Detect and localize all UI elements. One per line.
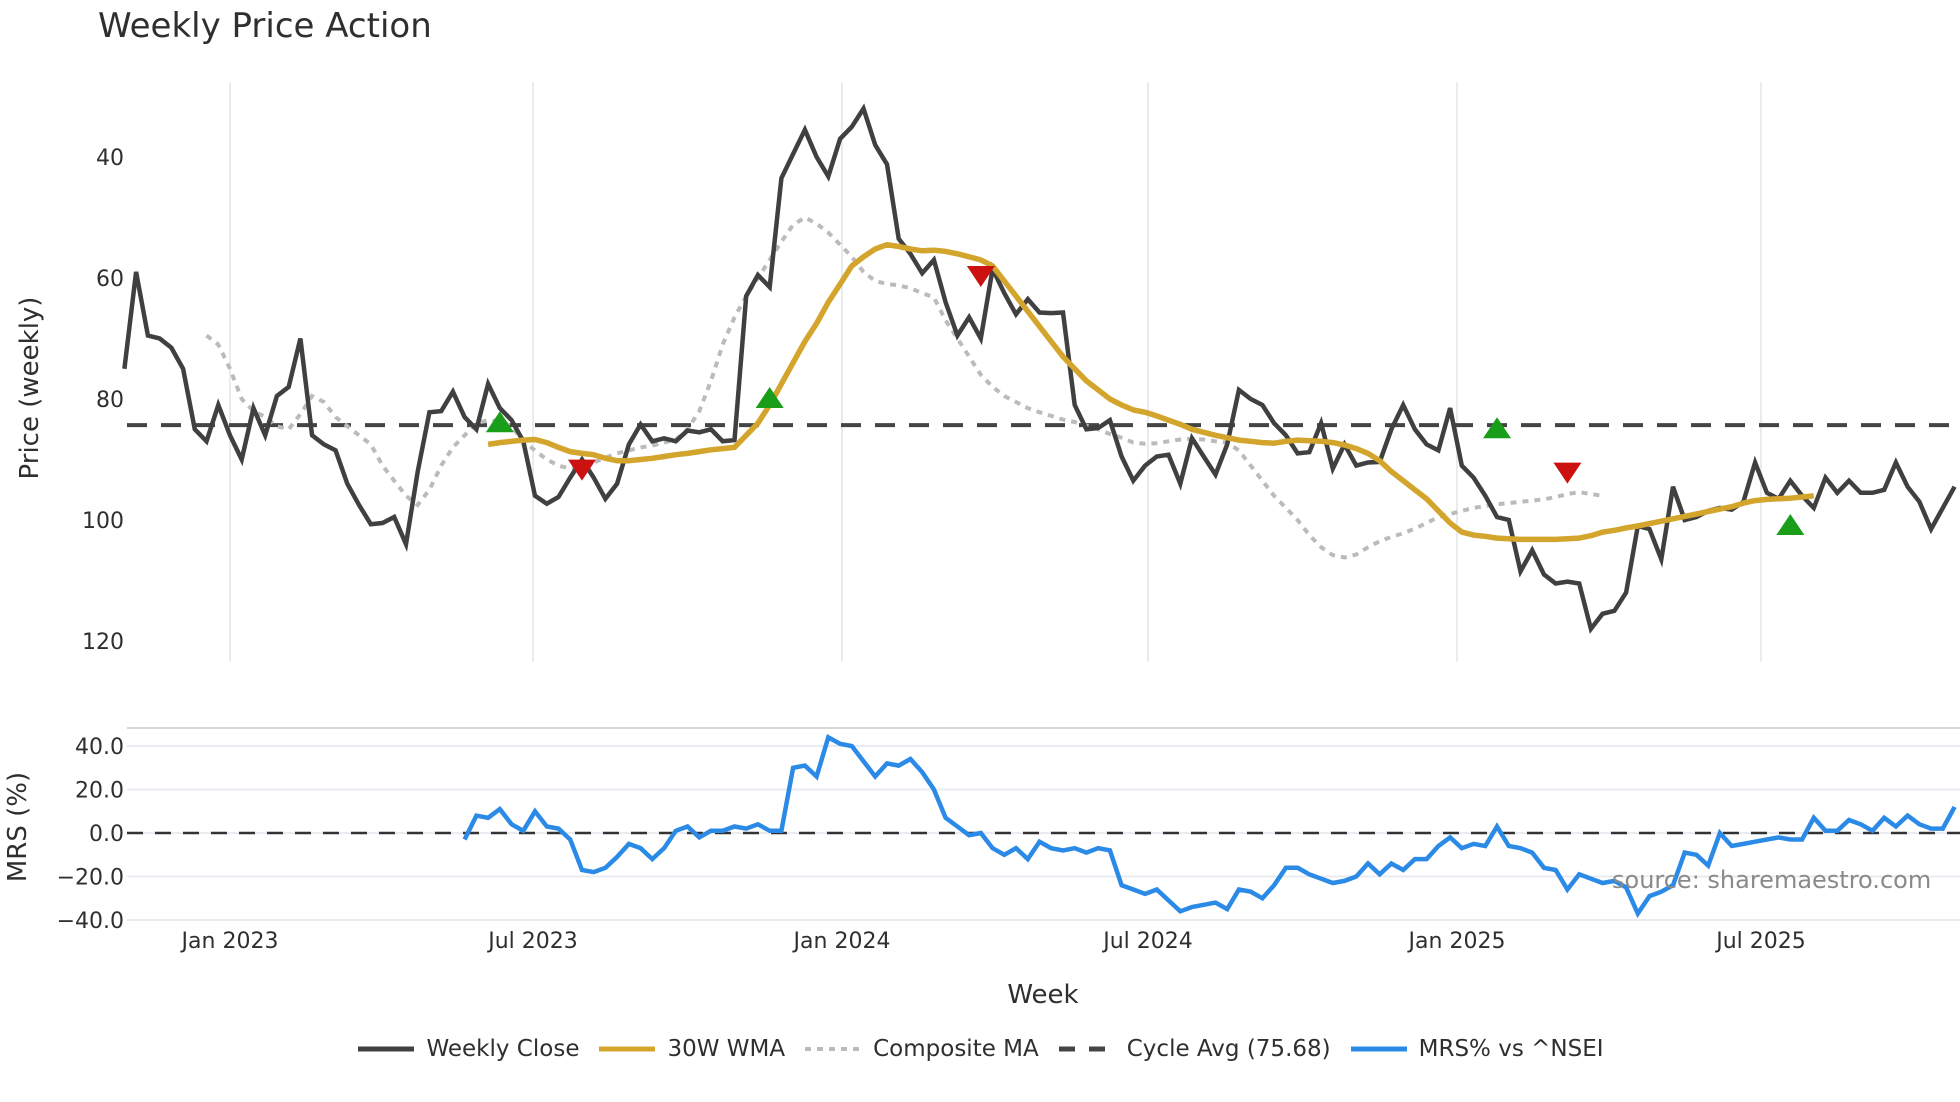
x-tick: Jul 2024 — [1101, 929, 1193, 954]
price-y-tick: 40 — [96, 146, 124, 171]
legend-label: MRS% vs ^NSEI — [1418, 1036, 1604, 1062]
mrs-y-tick: 40.0 — [75, 735, 124, 760]
mrs-line — [462, 733, 1957, 919]
mrs-y-tick: −40.0 — [57, 909, 124, 934]
composite-ma-line — [205, 215, 1603, 560]
chart-title: Weekly Price Action — [98, 6, 432, 46]
price-y-axis-ticks: 120 100 80 60 40 — [82, 146, 124, 655]
legend-item[interactable]: MRS% vs ^NSEI — [1349, 1036, 1604, 1062]
wma-line — [487, 241, 1815, 543]
mrs-y-axis-ticks: 40.0 20.0 0.0 −20.0 −40.0 — [57, 735, 124, 934]
x-tick: Jan 2025 — [1407, 929, 1506, 954]
price-y-axis-title: Price (weekly) — [15, 297, 45, 480]
legend-label: 30W WMA — [667, 1036, 786, 1062]
buy-signal-marker-icon — [1483, 417, 1512, 439]
signal-markers — [485, 265, 1805, 536]
source-watermark: source: sharemaestro.com — [1612, 866, 1932, 894]
sell-signal-marker-icon — [966, 265, 995, 287]
legend-label: Composite MA — [873, 1036, 1039, 1062]
mrs-y-axis-title: MRS (%) — [3, 772, 33, 882]
mrs-y-tick: 0.0 — [89, 822, 124, 847]
legend-swatch-icon — [1350, 1046, 1407, 1052]
price-gridlines — [229, 82, 1762, 662]
legend-label: Weekly Close — [426, 1036, 580, 1062]
legend-swatch-icon — [599, 1046, 656, 1052]
price-y-tick: 80 — [96, 388, 124, 413]
x-tick: Jan 2024 — [792, 929, 891, 954]
legend-swatch-icon — [358, 1046, 415, 1052]
buy-signal-marker-icon — [755, 387, 784, 408]
x-axis-title: Week — [1007, 980, 1078, 1010]
x-axis-ticks: Jan 2023 Jul 2023 Jan 2024 Jul 2024 Jan 2025… — [180, 929, 1806, 954]
legend-label: Cycle Avg (75.68) — [1126, 1036, 1331, 1062]
legend-swatch-icon — [1058, 1046, 1115, 1052]
mrs-series — [127, 733, 1960, 919]
legend-item[interactable]: Composite MA — [803, 1036, 1039, 1062]
buy-signal-marker-icon — [1776, 514, 1805, 536]
x-tick: Jan 2023 — [180, 929, 279, 954]
mrs-y-tick: −20.0 — [57, 866, 124, 891]
price-y-tick: 100 — [82, 509, 124, 534]
legend-item[interactable]: Cycle Avg (75.68) — [1057, 1036, 1331, 1062]
sell-signal-marker-icon — [567, 459, 596, 481]
sell-signal-marker-icon — [1553, 462, 1582, 484]
price-series — [122, 103, 1960, 634]
price-y-tick: 60 — [96, 267, 124, 292]
mrs-y-tick: 20.0 — [75, 779, 124, 804]
legend: Weekly Close 30W WMA Composite MA Cycle Avg… — [0, 1036, 1960, 1062]
legend-item[interactable]: Weekly Close — [356, 1036, 579, 1062]
weekly-close-line — [122, 103, 1957, 634]
x-tick: Jul 2023 — [486, 929, 578, 954]
buy-signal-marker-icon — [485, 411, 514, 433]
price-y-tick: 120 — [82, 630, 124, 655]
x-tick: Jul 2025 — [1714, 929, 1806, 954]
legend-item[interactable]: 30W WMA — [597, 1036, 785, 1062]
legend-swatch-icon — [805, 1047, 862, 1051]
